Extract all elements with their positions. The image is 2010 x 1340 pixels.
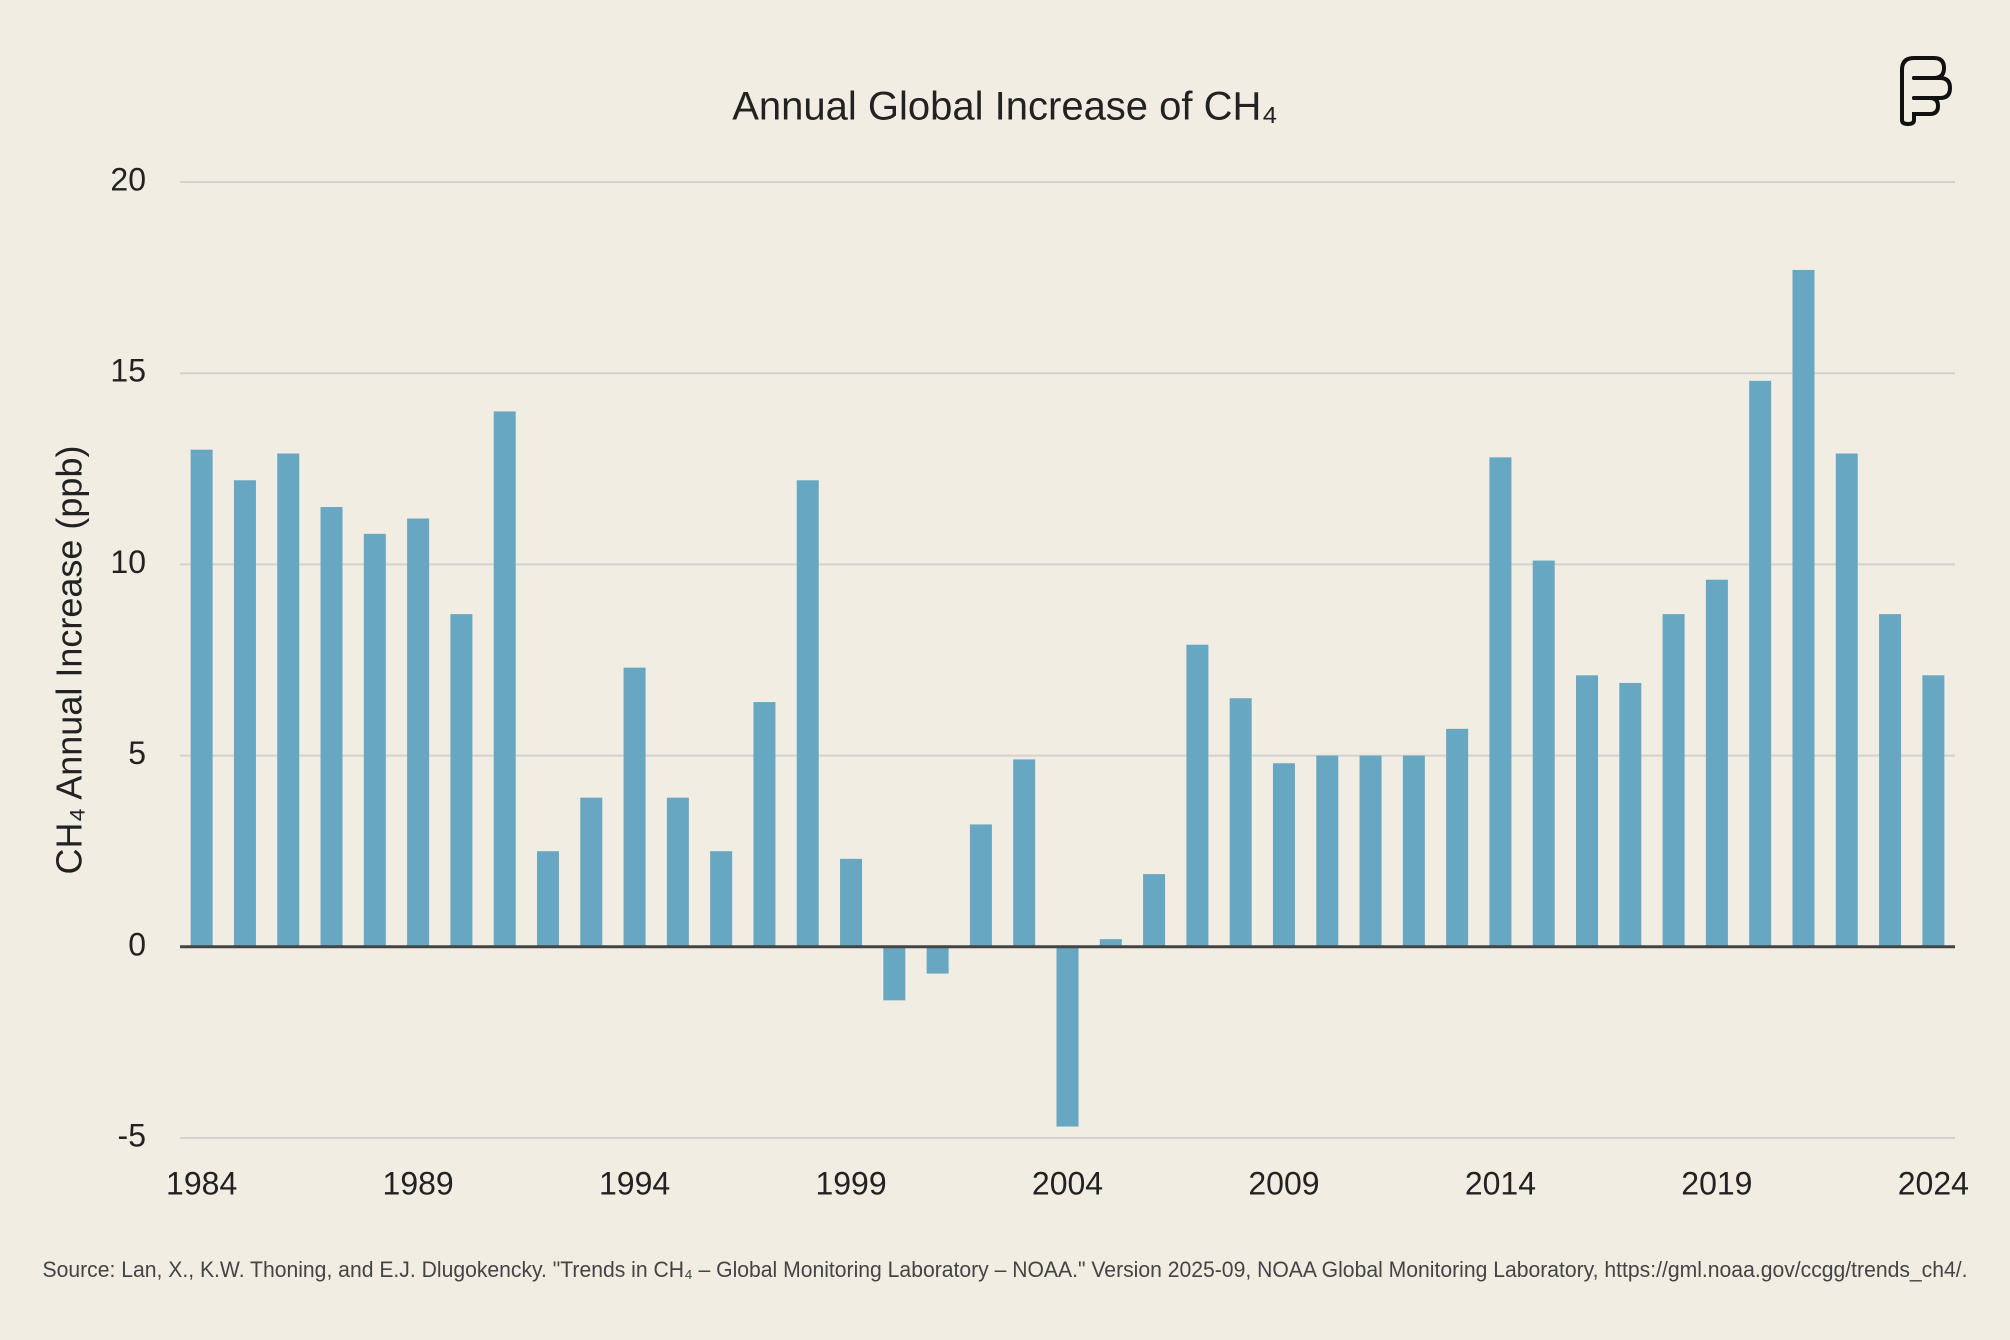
bar: [666, 797, 689, 947]
bar: [1359, 755, 1382, 947]
bar: [623, 667, 646, 947]
x-tick-label: 1999: [815, 1165, 886, 1201]
bar: [840, 858, 863, 947]
x-tick-label: 1984: [166, 1165, 237, 1201]
bar: [1705, 579, 1728, 947]
bar: [1619, 682, 1642, 947]
chart-title: Annual Global Increase of CH₄: [732, 85, 1278, 129]
bar: [926, 946, 949, 974]
x-tick-label: 2024: [1898, 1165, 1969, 1201]
bar: [1576, 675, 1599, 947]
y-tick-label: 10: [110, 544, 146, 580]
x-tick-label: 1994: [599, 1165, 670, 1201]
y-tick-label: 15: [110, 353, 146, 389]
bar: [753, 702, 776, 947]
bar: [536, 851, 559, 947]
y-tick-label: -5: [118, 1117, 146, 1153]
bar: [580, 797, 603, 947]
bar: [1446, 728, 1469, 947]
y-axis-label: CH₄ Annual Increase (ppb): [49, 446, 90, 875]
bar: [1922, 675, 1945, 947]
bar: [363, 533, 386, 947]
bar: [1186, 644, 1209, 947]
bar: [969, 824, 992, 947]
bar: [796, 480, 819, 947]
bar: [1316, 755, 1339, 947]
bar: [1792, 269, 1815, 947]
bar: [1879, 614, 1902, 947]
bar: [1489, 457, 1512, 947]
bar: [1013, 759, 1036, 947]
bar: [190, 449, 213, 947]
bar: [450, 614, 473, 947]
bar: [1056, 946, 1079, 1127]
bar: [233, 480, 256, 947]
bar: [493, 411, 516, 947]
bar: [1662, 614, 1685, 947]
source-note: Source: Lan, X., K.W. Thoning, and E.J. …: [43, 1257, 1968, 1282]
bar: [1749, 380, 1772, 947]
bar: [1272, 763, 1295, 947]
x-tick-label: 2009: [1248, 1165, 1319, 1201]
bar: [1402, 755, 1425, 947]
y-tick-label: 0: [128, 926, 146, 962]
bar: [1099, 939, 1122, 947]
x-tick-label: 2004: [1032, 1165, 1103, 1201]
x-tick-label: 2019: [1681, 1165, 1752, 1201]
bar: [1835, 453, 1858, 947]
x-tick-label: 2014: [1465, 1165, 1536, 1201]
bar: [1229, 698, 1252, 947]
bar: [883, 946, 906, 1001]
bar: [710, 851, 733, 947]
y-tick-label: 20: [110, 161, 146, 197]
bar: [1143, 874, 1166, 947]
y-tick-label: 5: [128, 735, 146, 771]
logo: [1900, 56, 1953, 127]
bar: [277, 453, 300, 947]
bar: [1532, 560, 1555, 947]
bar: [320, 507, 343, 947]
x-tick-label: 1989: [383, 1165, 454, 1201]
bar: [407, 518, 430, 947]
